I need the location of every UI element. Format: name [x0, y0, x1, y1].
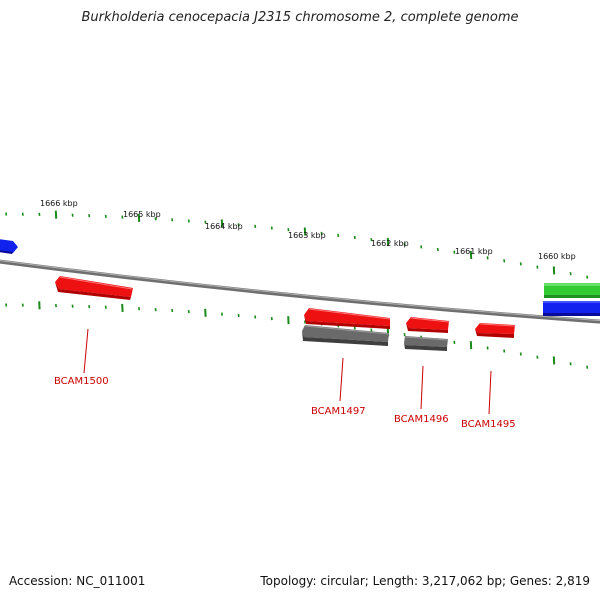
label-bcam1497[interactable]: BCAM1497 — [311, 406, 366, 417]
connector-bcam1500 — [83, 328, 89, 374]
chromosome-backbone — [0, 259, 600, 324]
outer-scale-ticks — [5, 210, 589, 279]
map-title: Burkholderia cenocepacia J2315 chromosom… — [81, 10, 519, 25]
scale-label: 1665 kbp — [123, 210, 161, 219]
label-bcam1495[interactable]: BCAM1495 — [461, 419, 516, 430]
scale-label: 1663 kbp — [288, 231, 326, 240]
rna-bcam1497[interactable] — [302, 325, 390, 346]
label-bcam1496[interactable]: BCAM1496 — [394, 414, 449, 425]
gene-bcam1496[interactable] — [406, 317, 450, 333]
gene-blue-left[interactable] — [0, 239, 18, 253]
gene-green-right[interactable] — [544, 283, 600, 298]
scale-label: 1660 kbp — [538, 252, 576, 261]
accession-text: Accession: NC_011001 — [9, 574, 146, 588]
gene-bcam1495[interactable] — [475, 323, 516, 338]
connector-bcam1496 — [420, 365, 424, 410]
scale-labels: 1666 kbp 1665 kbp 1664 kbp 1663 kbp 1662 kbp… — [40, 199, 576, 261]
connector-bcam1497 — [339, 357, 344, 402]
scale-label: 1666 kbp — [40, 199, 78, 208]
scale-label: 1664 kbp — [205, 222, 243, 231]
scale-label: 1662 kbp — [371, 239, 409, 248]
label-bcam1500[interactable]: BCAM1500 — [54, 376, 109, 387]
gene-bcam1500[interactable] — [55, 276, 133, 300]
rna-bcam1496[interactable] — [404, 336, 449, 351]
gene-blue-right[interactable] — [543, 301, 600, 316]
scale-label: 1661 kbp — [455, 247, 493, 256]
gene-bcam1497[interactable] — [304, 308, 391, 329]
inner-scale-ticks — [5, 301, 589, 369]
genome-stats-text: Topology: circular; Length: 3,217,062 bp… — [260, 574, 590, 588]
connector-bcam1495 — [488, 370, 492, 415]
